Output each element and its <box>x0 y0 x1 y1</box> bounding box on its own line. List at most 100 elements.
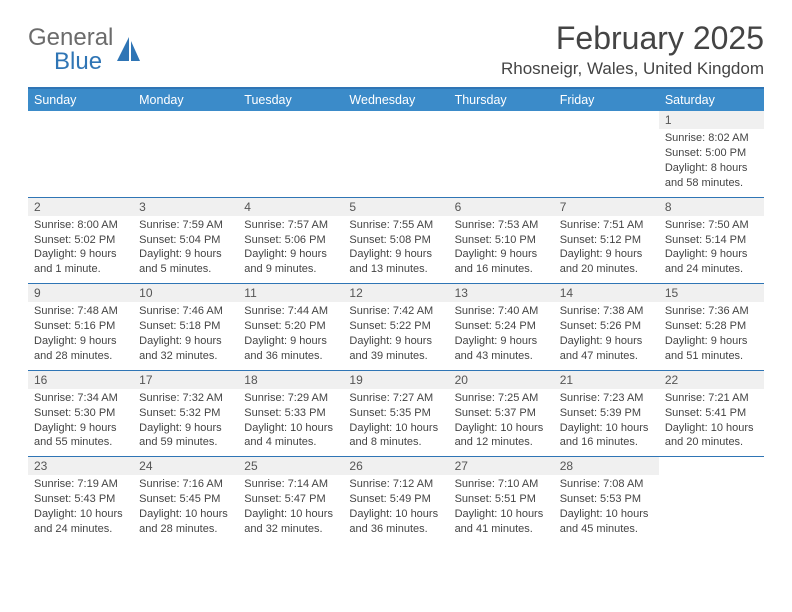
calendar-page: General Blue February 2025 Rhosneigr, Wa… <box>0 0 792 612</box>
daylight-line: Daylight: 10 hours and 8 minutes. <box>349 421 442 451</box>
sunrise-line: Sunrise: 7:40 AM <box>455 304 548 319</box>
daylight-line: Daylight: 10 hours and 36 minutes. <box>349 507 442 537</box>
day-number: 9 <box>28 284 133 302</box>
sunrise-line: Sunrise: 7:46 AM <box>139 304 232 319</box>
sunset-line: Sunset: 5:20 PM <box>244 319 337 334</box>
day-number: 24 <box>133 457 238 475</box>
daylight-line: Daylight: 9 hours and 39 minutes. <box>349 334 442 364</box>
sunset-line: Sunset: 5:22 PM <box>349 319 442 334</box>
sunrise-line: Sunrise: 7:42 AM <box>349 304 442 319</box>
day-cell: 9Sunrise: 7:48 AMSunset: 5:16 PMDaylight… <box>28 284 133 370</box>
sunrise-line: Sunrise: 7:51 AM <box>560 218 653 233</box>
brand-text: General Blue <box>28 26 113 74</box>
daylight-line: Daylight: 9 hours and 32 minutes. <box>139 334 232 364</box>
sunrise-line: Sunrise: 7:10 AM <box>455 477 548 492</box>
daylight-line: Daylight: 9 hours and 16 minutes. <box>455 247 548 277</box>
sunset-line: Sunset: 5:10 PM <box>455 233 548 248</box>
day-cell <box>554 111 659 197</box>
sunset-line: Sunset: 5:14 PM <box>665 233 758 248</box>
day-number: 2 <box>28 198 133 216</box>
dow-cell: Thursday <box>449 89 554 111</box>
week-row: 9Sunrise: 7:48 AMSunset: 5:16 PMDaylight… <box>28 283 764 370</box>
day-cell: 7Sunrise: 7:51 AMSunset: 5:12 PMDaylight… <box>554 198 659 284</box>
daylight-line: Daylight: 9 hours and 1 minute. <box>34 247 127 277</box>
dow-cell: Tuesday <box>238 89 343 111</box>
day-cell <box>659 457 764 543</box>
sail-icon <box>115 35 141 65</box>
sunset-line: Sunset: 5:18 PM <box>139 319 232 334</box>
sunrise-line: Sunrise: 7:27 AM <box>349 391 442 406</box>
day-cell: 13Sunrise: 7:40 AMSunset: 5:24 PMDayligh… <box>449 284 554 370</box>
sunrise-line: Sunrise: 7:53 AM <box>455 218 548 233</box>
location-label: Rhosneigr, Wales, United Kingdom <box>501 59 764 79</box>
day-number: 27 <box>449 457 554 475</box>
day-cell <box>343 111 448 197</box>
sunrise-line: Sunrise: 7:36 AM <box>665 304 758 319</box>
day-number: 25 <box>238 457 343 475</box>
day-cell: 6Sunrise: 7:53 AMSunset: 5:10 PMDaylight… <box>449 198 554 284</box>
day-number: 23 <box>28 457 133 475</box>
sunrise-line: Sunrise: 7:50 AM <box>665 218 758 233</box>
day-cell <box>28 111 133 197</box>
day-cell: 3Sunrise: 7:59 AMSunset: 5:04 PMDaylight… <box>133 198 238 284</box>
day-cell: 5Sunrise: 7:55 AMSunset: 5:08 PMDaylight… <box>343 198 448 284</box>
sunset-line: Sunset: 5:12 PM <box>560 233 653 248</box>
sunset-line: Sunset: 5:39 PM <box>560 406 653 421</box>
daylight-line: Daylight: 10 hours and 16 minutes. <box>560 421 653 451</box>
day-cell: 22Sunrise: 7:21 AMSunset: 5:41 PMDayligh… <box>659 371 764 457</box>
daylight-line: Daylight: 10 hours and 45 minutes. <box>560 507 653 537</box>
day-number: 17 <box>133 371 238 389</box>
sunset-line: Sunset: 5:41 PM <box>665 406 758 421</box>
sunrise-line: Sunrise: 8:02 AM <box>665 131 758 146</box>
sunset-line: Sunset: 5:00 PM <box>665 146 758 161</box>
daylight-line: Daylight: 9 hours and 9 minutes. <box>244 247 337 277</box>
day-number: 7 <box>554 198 659 216</box>
daylight-line: Daylight: 9 hours and 36 minutes. <box>244 334 337 364</box>
dow-cell: Monday <box>133 89 238 111</box>
day-cell: 17Sunrise: 7:32 AMSunset: 5:32 PMDayligh… <box>133 371 238 457</box>
daylight-line: Daylight: 9 hours and 47 minutes. <box>560 334 653 364</box>
day-number: 3 <box>133 198 238 216</box>
day-cell: 10Sunrise: 7:46 AMSunset: 5:18 PMDayligh… <box>133 284 238 370</box>
day-cell <box>449 111 554 197</box>
day-number: 19 <box>343 371 448 389</box>
daylight-line: Daylight: 10 hours and 4 minutes. <box>244 421 337 451</box>
sunset-line: Sunset: 5:37 PM <box>455 406 548 421</box>
day-cell: 16Sunrise: 7:34 AMSunset: 5:30 PMDayligh… <box>28 371 133 457</box>
day-cell: 14Sunrise: 7:38 AMSunset: 5:26 PMDayligh… <box>554 284 659 370</box>
sunset-line: Sunset: 5:33 PM <box>244 406 337 421</box>
sunset-line: Sunset: 5:32 PM <box>139 406 232 421</box>
day-cell: 26Sunrise: 7:12 AMSunset: 5:49 PMDayligh… <box>343 457 448 543</box>
day-number: 28 <box>554 457 659 475</box>
sunrise-line: Sunrise: 7:34 AM <box>34 391 127 406</box>
brand-name-2: Blue <box>28 48 102 75</box>
day-cell: 8Sunrise: 7:50 AMSunset: 5:14 PMDaylight… <box>659 198 764 284</box>
sunrise-line: Sunrise: 7:14 AM <box>244 477 337 492</box>
day-number: 4 <box>238 198 343 216</box>
daylight-line: Daylight: 10 hours and 12 minutes. <box>455 421 548 451</box>
day-cell: 25Sunrise: 7:14 AMSunset: 5:47 PMDayligh… <box>238 457 343 543</box>
day-cell: 11Sunrise: 7:44 AMSunset: 5:20 PMDayligh… <box>238 284 343 370</box>
day-cell <box>133 111 238 197</box>
dow-cell: Sunday <box>28 89 133 111</box>
day-cell: 20Sunrise: 7:25 AMSunset: 5:37 PMDayligh… <box>449 371 554 457</box>
day-number: 21 <box>554 371 659 389</box>
dow-cell: Wednesday <box>343 89 448 111</box>
day-number: 22 <box>659 371 764 389</box>
daylight-line: Daylight: 9 hours and 28 minutes. <box>34 334 127 364</box>
day-cell: 4Sunrise: 7:57 AMSunset: 5:06 PMDaylight… <box>238 198 343 284</box>
day-cell: 15Sunrise: 7:36 AMSunset: 5:28 PMDayligh… <box>659 284 764 370</box>
sunset-line: Sunset: 5:45 PM <box>139 492 232 507</box>
day-cell: 27Sunrise: 7:10 AMSunset: 5:51 PMDayligh… <box>449 457 554 543</box>
daylight-line: Daylight: 10 hours and 32 minutes. <box>244 507 337 537</box>
day-number: 18 <box>238 371 343 389</box>
day-number: 12 <box>343 284 448 302</box>
sunrise-line: Sunrise: 7:29 AM <box>244 391 337 406</box>
day-cell: 2Sunrise: 8:00 AMSunset: 5:02 PMDaylight… <box>28 198 133 284</box>
dow-cell: Saturday <box>659 89 764 111</box>
sunset-line: Sunset: 5:43 PM <box>34 492 127 507</box>
sunrise-line: Sunrise: 7:16 AM <box>139 477 232 492</box>
day-cell: 24Sunrise: 7:16 AMSunset: 5:45 PMDayligh… <box>133 457 238 543</box>
week-row: 2Sunrise: 8:00 AMSunset: 5:02 PMDaylight… <box>28 197 764 284</box>
daylight-line: Daylight: 9 hours and 55 minutes. <box>34 421 127 451</box>
